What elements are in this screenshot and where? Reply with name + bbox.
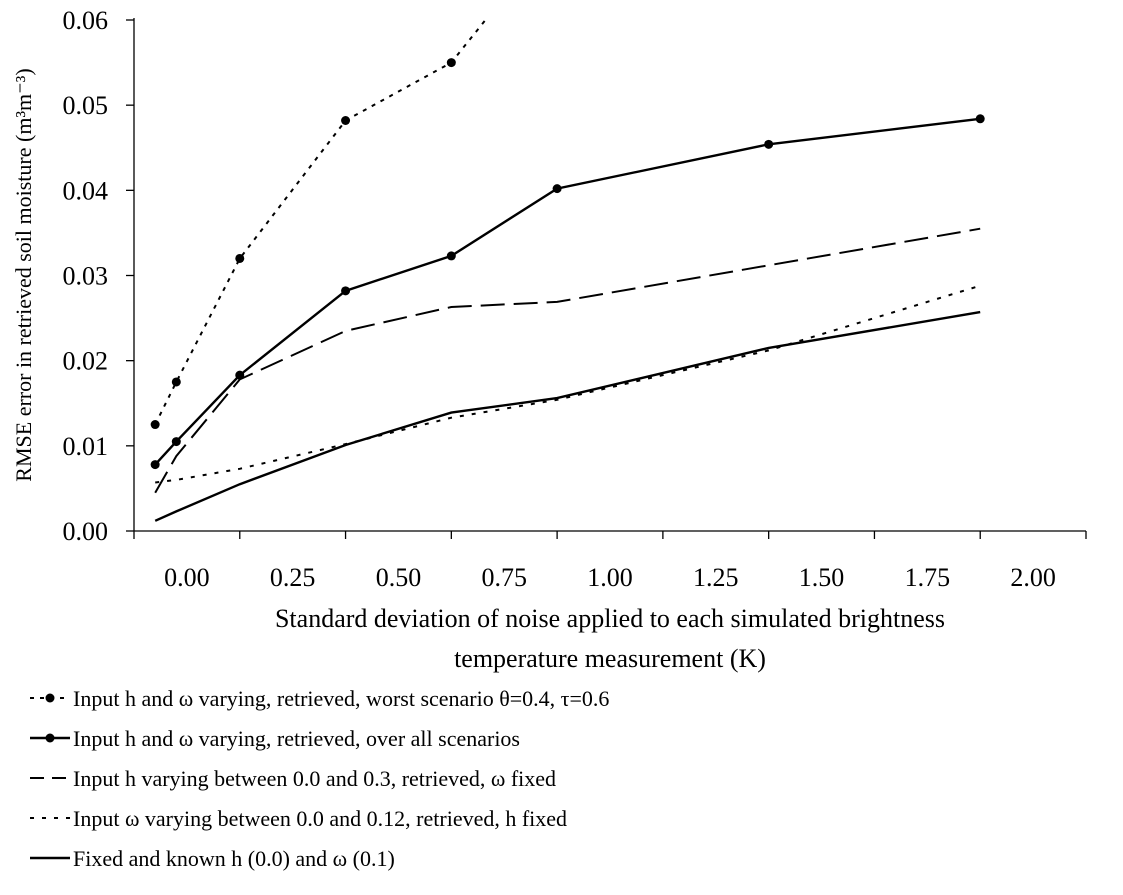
legend-label-3: Input h varying between 0.0 and 0.3, ret…: [73, 766, 556, 791]
y-tick-label: 0.06: [63, 6, 109, 35]
series-2-point: [552, 184, 562, 194]
x-axis-label-line-2: temperature measurement (K): [454, 644, 766, 673]
y-tick-label: 0.05: [63, 91, 109, 120]
series-1-point: [150, 420, 160, 430]
x-tick-label: 1.25: [693, 563, 739, 592]
series-1: [150, 20, 487, 430]
y-axis-label: RMSE error in retrieved soil moisture (m…: [11, 68, 36, 481]
legend-item-5: Fixed and known h (0.0) and ω (0.1): [30, 846, 395, 871]
legend-label-1: Input h and ω varying, retrieved, worst …: [73, 686, 609, 711]
legend-item-4: Input ω varying between 0.0 and 0.12, re…: [30, 806, 567, 831]
series-1-point: [341, 115, 351, 125]
y-tick-label: 0.02: [63, 347, 109, 376]
series-4-line: [155, 284, 981, 484]
legend-item-3: Input h varying between 0.0 and 0.3, ret…: [30, 766, 556, 791]
series-2-point: [171, 437, 181, 447]
series-2: [150, 114, 985, 470]
series-4: [155, 284, 981, 484]
series-2-point: [975, 114, 985, 124]
legend-item-2: Input h and ω varying, retrieved, over a…: [30, 726, 520, 751]
x-tick-label: 1.00: [587, 563, 633, 592]
legend-marker-2: [45, 733, 55, 743]
y-tick-label: 0.00: [63, 517, 109, 546]
legend-item-1: Input h and ω varying, retrieved, worst …: [30, 686, 609, 711]
legend-marker-1: [45, 693, 55, 703]
legend-label-5: Fixed and known h (0.0) and ω (0.1): [73, 846, 395, 871]
x-tick-label: 0.25: [270, 563, 316, 592]
series-5-line: [154, 310, 981, 522]
x-tick-label: 1.75: [905, 563, 951, 592]
series-1-point: [171, 377, 181, 387]
series-2-line: [154, 117, 981, 466]
x-tick-label: 0.00: [164, 563, 210, 592]
series-2-point: [150, 460, 160, 470]
series-1-line: [154, 20, 487, 425]
x-tick-label: 0.50: [376, 563, 422, 592]
y-tick-label: 0.01: [63, 432, 109, 461]
series-3-line: [154, 227, 981, 494]
series-2-point: [764, 139, 774, 149]
legend-label-2: Input h and ω varying, retrieved, over a…: [73, 726, 520, 751]
legend-label-4: Input ω varying between 0.0 and 0.12, re…: [73, 806, 567, 831]
series-2-point: [446, 251, 456, 261]
series-2-point: [341, 286, 351, 296]
y-tick-label: 0.04: [63, 176, 109, 205]
x-tick-label: 2.00: [1010, 563, 1056, 592]
y-tick-label: 0.03: [63, 262, 109, 291]
series-3: [154, 227, 981, 494]
x-tick-label: 0.75: [481, 563, 527, 592]
series-1-point: [446, 58, 456, 68]
series-1-point: [235, 253, 245, 263]
x-axis-label-line-1: Standard deviation of noise applied to e…: [275, 604, 945, 633]
series-5: [154, 310, 981, 522]
x-tick-label: 1.50: [799, 563, 845, 592]
